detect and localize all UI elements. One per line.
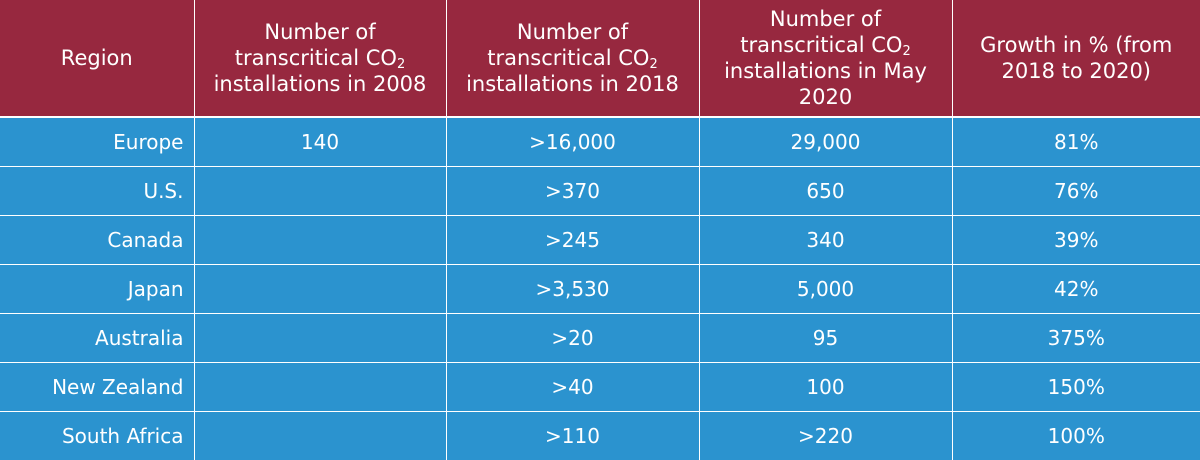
- header-2018-subscript: 2: [649, 57, 658, 72]
- cell-installations-2018: >20: [445, 313, 699, 363]
- cell-installations-2018: >3,530: [445, 264, 699, 314]
- header-growth-label: Growth in % (from 2018 to 2020): [980, 33, 1173, 83]
- cell-growth: 42%: [951, 264, 1200, 314]
- table-row: U.S. >370 650 76%: [0, 166, 1200, 216]
- cell-installations-2008: [193, 215, 446, 265]
- cell-installations-2008: [193, 362, 446, 412]
- cell-installations-may-2020: 100: [698, 362, 952, 412]
- header-2008-text-rest: installations in 2008: [213, 72, 427, 96]
- cell-region: South Africa: [0, 411, 194, 460]
- cell-region: U.S.: [0, 166, 194, 216]
- table-row: South Africa >110 >220 100%: [0, 411, 1200, 460]
- table-row: Europe 140 >16,000 29,000 81%: [0, 116, 1200, 167]
- cell-region: Canada: [0, 215, 194, 265]
- cell-region: Europe: [0, 116, 194, 167]
- cell-installations-may-2020: 29,000: [698, 116, 952, 167]
- cell-installations-2018: >40: [445, 362, 699, 412]
- table-row: Japan >3,530 5,000 42%: [0, 264, 1200, 314]
- cell-installations-2018: >110: [445, 411, 699, 460]
- table-row: New Zealand >40 100 150%: [0, 362, 1200, 412]
- header-installations-2008: Number of transcritical CO2 installation…: [193, 0, 446, 118]
- header-growth: Growth in % (from 2018 to 2020): [951, 0, 1200, 118]
- table-body: Europe 140 >16,000 29,000 81% U.S. >370 650 76% C…: [0, 116, 1200, 460]
- cell-region: Australia: [0, 313, 194, 363]
- cell-installations-2018: >370: [445, 166, 699, 216]
- cell-growth: 39%: [951, 215, 1200, 265]
- header-region: Region: [0, 0, 194, 118]
- cell-installations-may-2020: 5,000: [698, 264, 952, 314]
- cell-region: Japan: [0, 264, 194, 314]
- cell-installations-may-2020: 650: [698, 166, 952, 216]
- table-header: Region Number of transcritical CO2 insta…: [0, 0, 1200, 118]
- table-row: Australia >20 95 375%: [0, 313, 1200, 363]
- cell-installations-may-2020: 95: [698, 313, 952, 363]
- cell-installations-2018: >16,000: [445, 116, 699, 167]
- header-2020-text: Number of transcritical CO: [740, 7, 903, 57]
- header-2008-text: Number of transcritical CO: [234, 20, 397, 70]
- cell-installations-2018: >245: [445, 215, 699, 265]
- header-installations-2018: Number of transcritical CO2 installation…: [445, 0, 699, 118]
- cell-installations-may-2020: >220: [698, 411, 952, 460]
- cell-installations-2008: [193, 166, 446, 216]
- header-2020-subscript: 2: [902, 44, 911, 59]
- cell-growth: 76%: [951, 166, 1200, 216]
- header-2018-text: Number of transcritical CO: [487, 20, 650, 70]
- cell-region: New Zealand: [0, 362, 194, 412]
- cell-installations-2008: [193, 264, 446, 314]
- header-2018-text-rest: installations in 2018: [466, 72, 679, 96]
- cell-installations-2008: [193, 411, 446, 460]
- header-row: Region Number of transcritical CO2 insta…: [0, 0, 1200, 118]
- table-row: Canada >245 340 39%: [0, 215, 1200, 265]
- cell-growth: 81%: [951, 116, 1200, 167]
- cell-installations-2008: [193, 313, 446, 363]
- cell-growth: 375%: [951, 313, 1200, 363]
- cell-growth: 150%: [951, 362, 1200, 412]
- cell-installations-2008: 140: [193, 116, 446, 167]
- cell-installations-may-2020: 340: [698, 215, 952, 265]
- header-2008-subscript: 2: [396, 57, 406, 72]
- header-2020-text-rest: installations in May 2020: [724, 59, 927, 109]
- header-region-label: Region: [60, 46, 133, 70]
- header-installations-may-2020: Number of transcritical CO2 installation…: [698, 0, 952, 118]
- cell-growth: 100%: [951, 411, 1200, 460]
